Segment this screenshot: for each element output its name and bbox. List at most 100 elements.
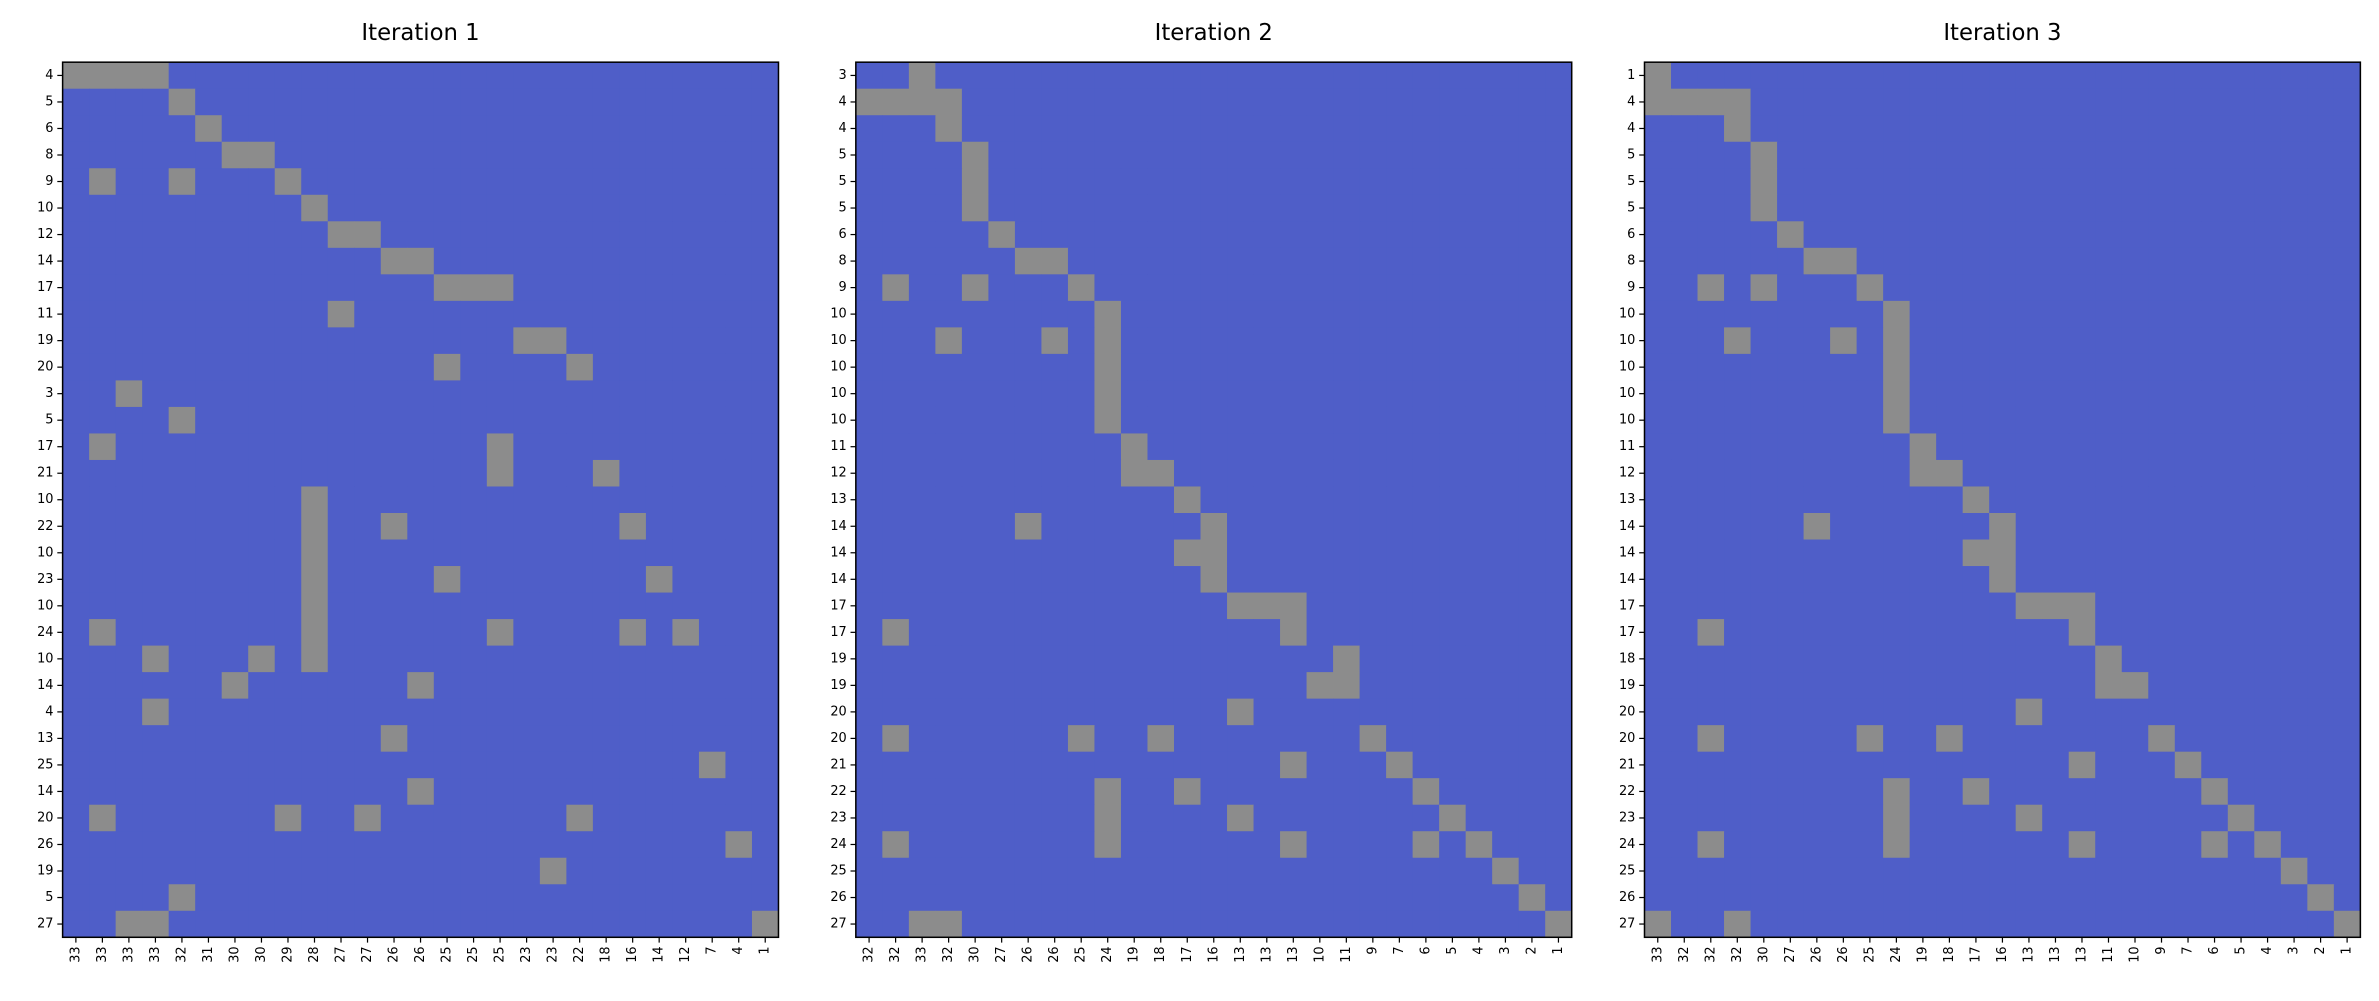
heatmap-cell xyxy=(2148,698,2176,726)
heatmap-cell xyxy=(935,141,963,169)
y-tick-label: 23 xyxy=(37,572,53,587)
heatmap-cell xyxy=(961,274,989,302)
heatmap-cell xyxy=(2015,327,2043,355)
heatmap-cell xyxy=(248,539,276,567)
heatmap-cell xyxy=(274,353,302,381)
heatmap-cell xyxy=(2042,141,2070,169)
heatmap-cell xyxy=(619,645,647,673)
heatmap-cell xyxy=(882,459,910,487)
heatmap-cell xyxy=(1386,274,1414,302)
heatmap-cell xyxy=(1697,778,1725,806)
heatmap-cell xyxy=(221,88,249,116)
heatmap-cell xyxy=(882,221,910,249)
heatmap-cell xyxy=(645,566,673,594)
heatmap-cell xyxy=(221,857,249,885)
heatmap-cell xyxy=(1280,725,1308,753)
heatmap-cell xyxy=(882,380,910,408)
heatmap-cell xyxy=(1545,513,1573,540)
heatmap-cell xyxy=(1120,88,1148,116)
x-tick-label: 29 xyxy=(280,946,295,962)
heatmap-cell xyxy=(1386,725,1414,753)
heatmap-cell xyxy=(1014,725,1042,753)
heatmap-cell xyxy=(1883,698,1911,726)
heatmap-cell xyxy=(1227,300,1254,328)
heatmap-panel: Iteration 314455568910101010101112131414… xyxy=(1619,20,2362,963)
y-tick-label: 20 xyxy=(830,704,846,719)
heatmap-cell xyxy=(301,62,329,90)
heatmap-cell xyxy=(539,645,567,673)
heatmap-cell xyxy=(1227,115,1254,143)
heatmap-cell xyxy=(1067,168,1095,196)
heatmap-cell xyxy=(407,725,435,753)
heatmap-cell xyxy=(89,884,117,912)
heatmap-cell xyxy=(1067,672,1095,700)
x-tick-label: 7 xyxy=(1392,946,1407,954)
heatmap-cell xyxy=(195,645,223,673)
heatmap-cell xyxy=(274,221,302,249)
heatmap-cell xyxy=(89,141,117,169)
heatmap-cell xyxy=(433,168,461,196)
heatmap-cell xyxy=(592,433,620,461)
heatmap-cell xyxy=(1724,804,1752,832)
y-tick-label: 4 xyxy=(839,121,847,136)
heatmap-cell xyxy=(1777,141,1805,169)
heatmap-cell xyxy=(2307,353,2335,381)
heatmap-cell xyxy=(1094,221,1122,249)
heatmap-cell xyxy=(1359,327,1387,355)
heatmap-cell xyxy=(460,910,488,938)
x-tick-label: 33 xyxy=(68,946,83,962)
heatmap-cell xyxy=(89,831,117,859)
heatmap-cell xyxy=(1777,566,1805,594)
heatmap-cell xyxy=(1120,194,1148,222)
heatmap-cell xyxy=(961,406,989,434)
heatmap-cell xyxy=(2227,804,2255,832)
heatmap-cell xyxy=(619,566,647,594)
heatmap-cell xyxy=(539,672,567,700)
heatmap-cell xyxy=(460,168,488,196)
heatmap-cell xyxy=(2121,327,2149,355)
heatmap-cell xyxy=(1830,88,1858,116)
heatmap-cell xyxy=(1067,539,1095,567)
heatmap-cell xyxy=(1227,486,1254,514)
heatmap-cell xyxy=(168,831,196,859)
heatmap-cell xyxy=(248,327,276,355)
heatmap-cell xyxy=(1253,62,1281,90)
heatmap-cell xyxy=(221,539,249,567)
heatmap-cell xyxy=(168,141,196,169)
heatmap-cell xyxy=(592,778,620,806)
heatmap-cell xyxy=(1253,592,1281,620)
heatmap-cell xyxy=(1644,751,1672,779)
heatmap-cell xyxy=(988,486,1016,514)
heatmap-cell xyxy=(327,274,355,302)
heatmap-cell xyxy=(2095,486,2123,514)
heatmap-cell xyxy=(221,592,249,620)
heatmap-cell xyxy=(1936,884,1964,912)
heatmap-cell xyxy=(1545,380,1573,408)
heatmap-cell xyxy=(1989,698,2017,726)
heatmap-cell xyxy=(1147,433,1175,461)
heatmap-cell xyxy=(672,592,700,620)
heatmap-cell xyxy=(1644,62,1672,90)
heatmap-cell xyxy=(1830,566,1858,594)
heatmap-cell xyxy=(221,62,249,90)
heatmap-cell xyxy=(2280,566,2308,594)
heatmap-cell xyxy=(2068,831,2096,859)
heatmap-cell xyxy=(354,910,382,938)
heatmap-cell xyxy=(248,619,276,647)
heatmap-cell xyxy=(460,857,488,885)
heatmap-cell xyxy=(1253,910,1281,938)
heatmap-cell xyxy=(301,539,329,567)
heatmap-cell xyxy=(619,857,647,885)
heatmap-cell xyxy=(2121,751,2149,779)
heatmap-cell xyxy=(2015,380,2043,408)
heatmap-cell xyxy=(2095,88,2123,116)
heatmap-cell xyxy=(645,353,673,381)
heatmap-cell xyxy=(698,513,726,540)
heatmap-cell xyxy=(1545,433,1573,461)
heatmap-cell xyxy=(1067,62,1095,90)
heatmap-cell xyxy=(1671,221,1698,249)
heatmap-cell xyxy=(354,592,382,620)
heatmap-cell xyxy=(327,566,355,594)
heatmap-cell xyxy=(2280,831,2308,859)
heatmap-cell xyxy=(1803,168,1831,196)
